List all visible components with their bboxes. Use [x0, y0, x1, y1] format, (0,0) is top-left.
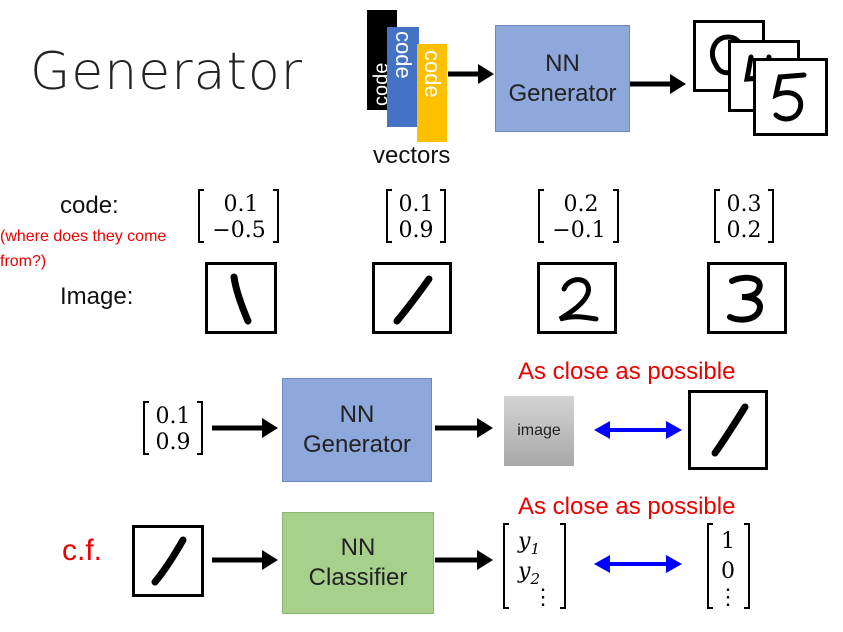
bottom-close-label: As close as possible — [518, 493, 736, 520]
target-value-2: 0 — [721, 559, 735, 584]
middle-close-label: As close as possible — [518, 358, 736, 385]
bottom-arrow-2 — [435, 550, 493, 570]
classifier-line1: NN — [340, 534, 376, 561]
bottom-input-image — [132, 525, 204, 597]
middle-generator-box: NN Generator — [282, 378, 432, 482]
digit-one-icon — [230, 273, 252, 325]
digit-five-icon — [772, 72, 807, 122]
digit-two-icon — [558, 277, 599, 322]
code-vector-1-bottom: −0.5 — [212, 218, 265, 243]
generated-image-placeholder-label: image — [517, 422, 561, 439]
top-generator-line1: NN — [545, 49, 580, 77]
code-card-yellow — [417, 44, 447, 142]
output-y1-sub: 1 — [530, 540, 540, 558]
code-vector-3-top: 0.2 — [564, 192, 599, 217]
code-vector-4-top: 0.3 — [727, 192, 762, 217]
top-arrow-1 — [448, 64, 494, 84]
top-generator-box: NN Generator — [495, 25, 630, 132]
code-card-blue — [387, 27, 419, 127]
middle-generator-line1: NN — [339, 401, 375, 428]
classifier-line2: Classifier — [308, 564, 408, 591]
top-arrow-2 — [630, 74, 686, 94]
target-one-hot-vector: 1 0 ⋮ — [706, 520, 756, 617]
code-row-label: code: — [60, 192, 119, 219]
output-ellipsis: ⋮ — [532, 585, 554, 610]
middle-generator-line2: Generator — [302, 431, 412, 458]
code-card-blue-label: code — [391, 31, 416, 79]
output-y2-sub: 2 — [529, 570, 540, 588]
code-vector-4-bottom: 0.2 — [727, 218, 762, 243]
classifier-output-vector: y1 y2 ⋮ — [502, 520, 572, 617]
generated-image-front — [753, 58, 828, 136]
bottom-arrow-1 — [212, 550, 278, 570]
code-vector-1: 0.1 −0.5 — [197, 186, 282, 251]
cf-label: c.f. — [62, 534, 103, 567]
classifier-box: NN Classifier — [282, 512, 434, 614]
slide-title: Generator — [30, 42, 304, 102]
code-vector-2-top: 0.1 — [399, 192, 434, 217]
digit-image-3 — [537, 262, 617, 334]
bottom-double-arrow — [594, 555, 682, 573]
svg-text:y2: y2 — [517, 559, 540, 588]
middle-input-top: 0.1 — [156, 404, 191, 429]
code-vector-1-top: 0.1 — [224, 192, 259, 217]
middle-input-vector: 0.1 0.9 — [142, 398, 207, 463]
target-ellipsis: ⋮ — [717, 585, 739, 610]
digit-slash-one-icon — [711, 403, 749, 457]
digit-image-2 — [372, 262, 452, 334]
digit-slash-one-icon — [151, 536, 187, 586]
middle-arrow-1 — [212, 418, 278, 438]
code-vector-4: 0.3 0.2 — [713, 186, 778, 251]
digit-slash-one-icon — [393, 275, 433, 325]
output-y1: y — [517, 529, 531, 554]
middle-target-image — [688, 390, 768, 470]
image-row-label: Image: — [60, 283, 134, 310]
code-origin-question: (where does they come from?) — [0, 228, 167, 270]
vectors-label: vectors — [373, 142, 451, 169]
code-vector-2-bottom: 0.9 — [399, 218, 434, 243]
digit-image-4 — [707, 262, 787, 334]
code-vector-2: 0.1 0.9 — [385, 186, 450, 251]
output-y2: y — [517, 559, 531, 584]
svg-text:y1: y1 — [517, 529, 540, 558]
middle-input-bottom: 0.9 — [156, 430, 191, 455]
generated-image-placeholder: image — [504, 396, 574, 466]
target-value-1: 1 — [721, 529, 735, 554]
top-generator-line2: Generator — [508, 79, 617, 107]
code-vector-3-bottom: −0.1 — [552, 218, 605, 243]
digit-three-icon — [727, 274, 763, 323]
middle-double-arrow — [594, 421, 682, 439]
code-vector-3: 0.2 −0.1 — [537, 186, 622, 251]
middle-arrow-2 — [435, 418, 493, 438]
digit-image-1 — [205, 262, 277, 334]
code-card-yellow-label: code — [420, 50, 445, 98]
